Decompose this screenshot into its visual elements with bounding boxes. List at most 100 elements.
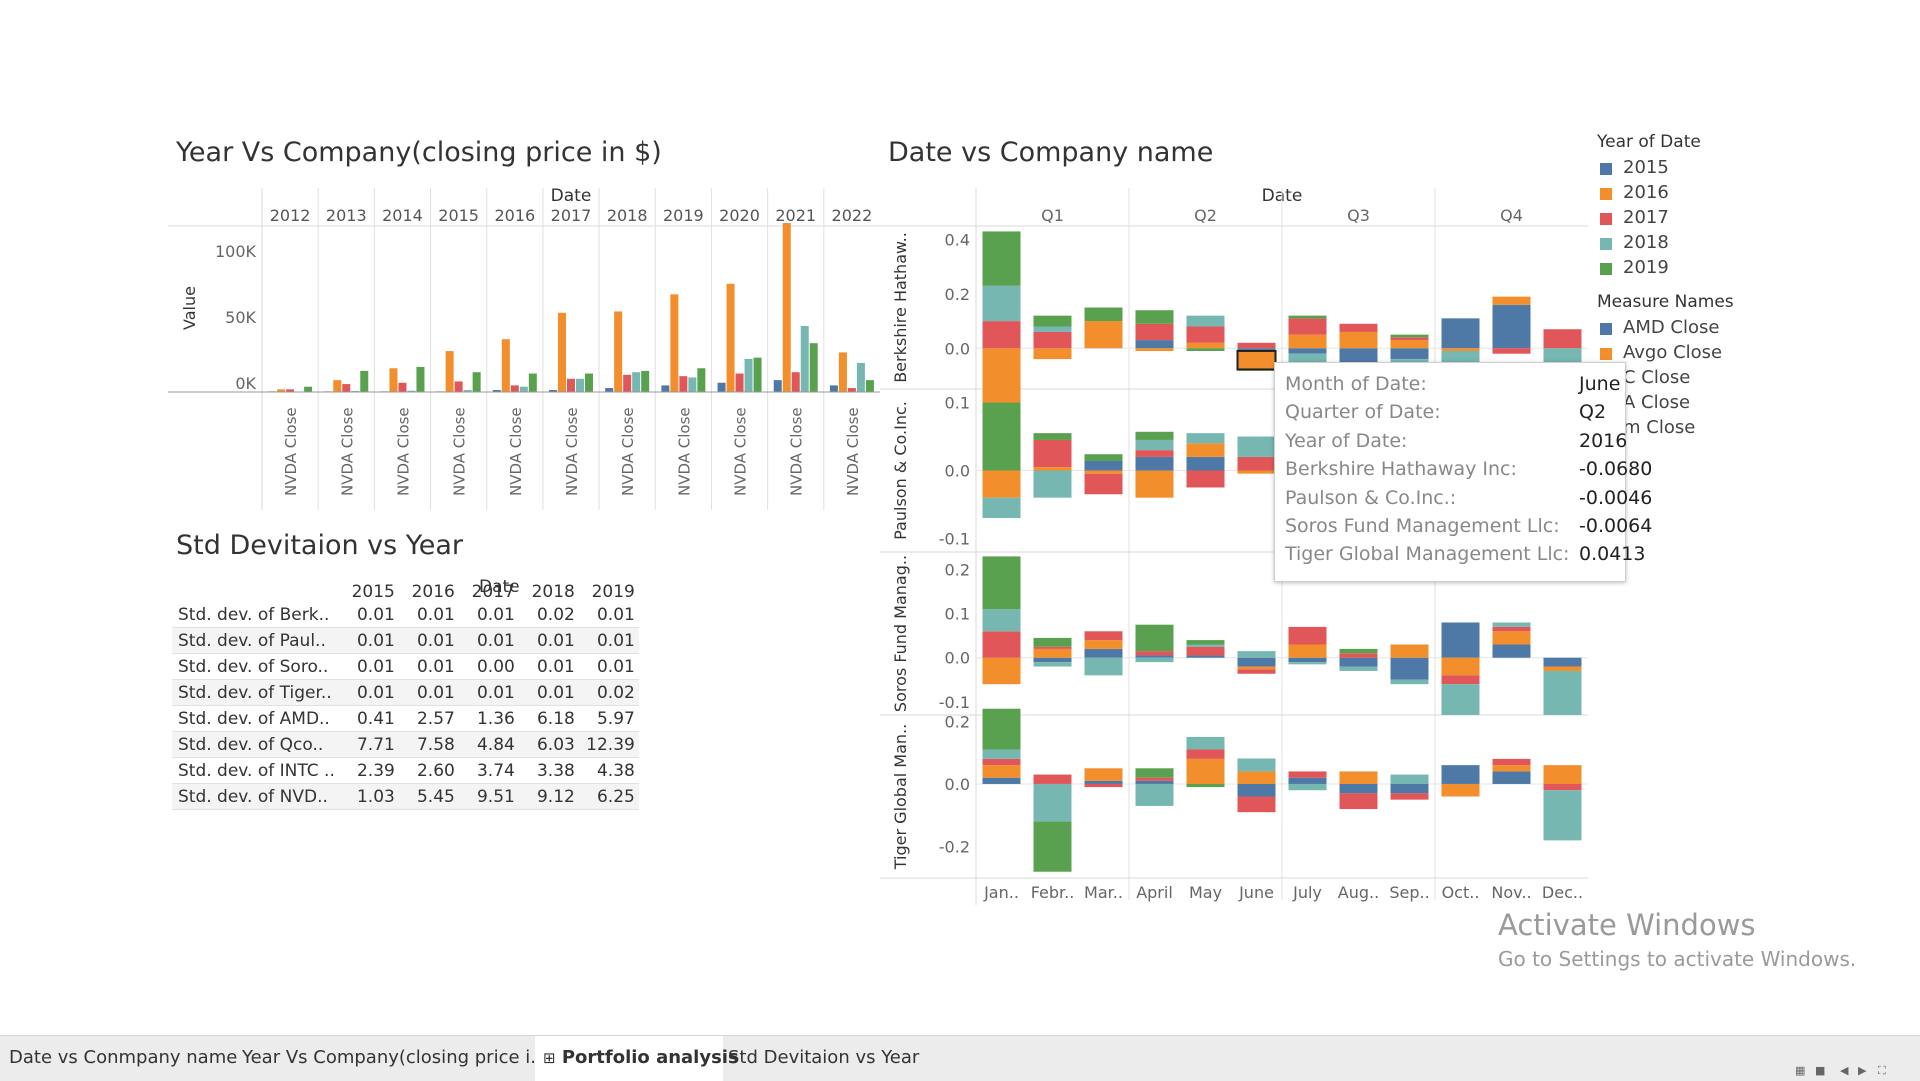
y-tick-label: -0.1 [939,693,970,712]
stack-segment-2016 [1492,765,1531,772]
stack-segment-2017 [1237,456,1276,471]
tab-portfolio-analysis[interactable]: ⊞ Portfolio analysis [535,1036,739,1081]
stop-icon[interactable]: ■ [1815,1064,1826,1077]
bar-axis-label: NVDA Close [844,407,862,496]
month-label: Aug.. [1338,883,1379,902]
next-icon[interactable]: ▶ [1858,1064,1867,1077]
panel-label: Berkshire Hathaw.. [891,232,910,383]
stack-segment-2017 [1339,793,1378,810]
std-value-cell: 7.58 [398,731,459,758]
stack-segment-2015 [982,777,1021,784]
bar-avgo-close [501,339,510,392]
std-value-cell: 0.01 [338,679,399,706]
y-tick-label: 0.0 [945,462,970,481]
tab-year-vs-company[interactable]: Year Vs Company(closing price i... [231,1036,547,1081]
stack-segment-2015 [1135,456,1174,471]
y-tick-label: -0.1 [939,529,970,548]
stack-segment-2015 [1186,655,1225,658]
stack-segment-2016 [1237,666,1276,670]
tab-label: Year Vs Company(closing price i... [242,1047,548,1068]
month-label: May [1189,883,1222,902]
stack-segment-2015 [1237,657,1276,667]
stack-segment-2016 [1033,467,1072,471]
stack-segment-2016 [1186,443,1225,457]
stack-segment-2017 [1033,774,1072,784]
y-tick-label: 0.0 [945,649,970,668]
stack-segment-2015 [1492,304,1531,349]
tab-std-deviation[interactable]: Std Devitaion vs Year [722,1036,928,1081]
bar-axis-label: NVDA Close [732,407,750,496]
y-axis-label: Value [180,286,199,330]
stack-segment-2018 [1441,684,1480,715]
stack-segment-2018 [1543,790,1582,841]
stack-segment-2016 [1033,348,1072,360]
std-value-cell: 12.39 [578,731,639,758]
std-value-cell: 0.01 [518,679,579,706]
stack-segment-2015 [1288,777,1327,784]
stack-segment-2016 [1492,631,1531,645]
y-tick-label: 50K [225,308,256,327]
stack-segment-2018 [982,285,1021,322]
bar-intc-close [679,376,688,392]
std-value-cell: 0.00 [476,656,515,677]
stack-segment-2017 [1237,669,1276,674]
bar-nvda-close [351,390,360,392]
stack-segment-2019 [1135,768,1174,778]
bar-intc-close [623,374,632,392]
stack-segment-2019 [1084,307,1123,322]
tooltip-key: Tiger Global Management Llc: [1285,543,1570,566]
year-header: 2014 [382,206,423,225]
std-value-cell: 4.38 [596,760,635,781]
table-row: Std. dev. of INTC .. 2.39 2.60 3.74 3.38 4.38 [172,758,639,784]
std-value-cell: 0.01 [398,679,459,706]
stack-segment-2016 [1084,470,1123,474]
std-row-label: Std. dev. of Soro.. [178,656,329,677]
tooltip-key: Paulson & Co.Inc.: [1285,486,1457,509]
stack-segment-2018 [1186,736,1225,750]
stack-segment-2017 [1237,342,1276,349]
tab-date-vs-company[interactable]: Date vs Conmpany name [0,1036,239,1081]
year-header: 2020 [719,206,760,225]
table-row: Std. dev. of NVD.. 1.03 5.45 9.51 9.12 6.25 [172,783,639,810]
stack-segment-2017 [1084,783,1123,788]
year-header: 2018 [607,206,648,225]
stack-segment-2015 [1390,783,1429,794]
month-label: Mar.. [1084,883,1123,902]
stack-segment-2016 [1084,640,1123,649]
std-value-cell: 2.57 [416,708,455,729]
stack-segment-2017 [1237,796,1276,813]
stack-segment-2016 [1084,768,1123,781]
bar-avgo-close [614,311,623,392]
tooltip-row: Month of Date: June [1285,373,1625,401]
bar-intc-close [510,385,519,392]
bar-axis-label: NVDA Close [282,407,300,496]
stack-segment-2017 [1288,626,1327,645]
legend-swatch [1600,188,1612,200]
std-value-cell: 0.02 [578,679,639,706]
tooltip-value: -0.0064 [1579,515,1653,537]
y-tick-label: 100K [215,242,257,261]
stack-segment-2019 [1033,821,1072,872]
grid-view-icon[interactable]: ▦ [1795,1064,1806,1077]
table-row: Std. dev. of Berk.. 0.01 0.01 0.01 0.02 0.01 [172,602,639,628]
stack-segment-2017 [1186,470,1225,488]
bar-intc-close [847,388,856,392]
bar-nvda-close [800,326,809,392]
std-value-cell: 0.02 [536,604,575,625]
month-label: Sep.. [1389,883,1429,902]
bar-avgo-close [558,312,566,392]
legend-swatch [1600,163,1612,175]
tooltip-key: Quarter of Date: [1285,401,1441,424]
std-row-label: Std. dev. of NVD.. [172,783,339,810]
std-value-cell: 6.25 [578,783,639,810]
std-value-cell: 2.39 [356,760,395,781]
tooltip-row: Paulson & Co.Inc.: -0.0046 [1285,486,1652,515]
std-value-cell: 0.01 [338,627,399,654]
prev-icon[interactable]: ◀ [1840,1064,1849,1077]
std-value-cell: 4.84 [458,731,519,758]
stack-segment-2017 [1135,777,1174,781]
std-value-cell: 9.51 [458,783,519,810]
fullscreen-icon[interactable]: ⛶ [1878,1064,1886,1077]
y-tick-label: -0.2 [939,838,970,857]
table-row: Std. dev. of Soro.. 0.01 0.01 0.00 0.01 0.01 [172,654,639,680]
